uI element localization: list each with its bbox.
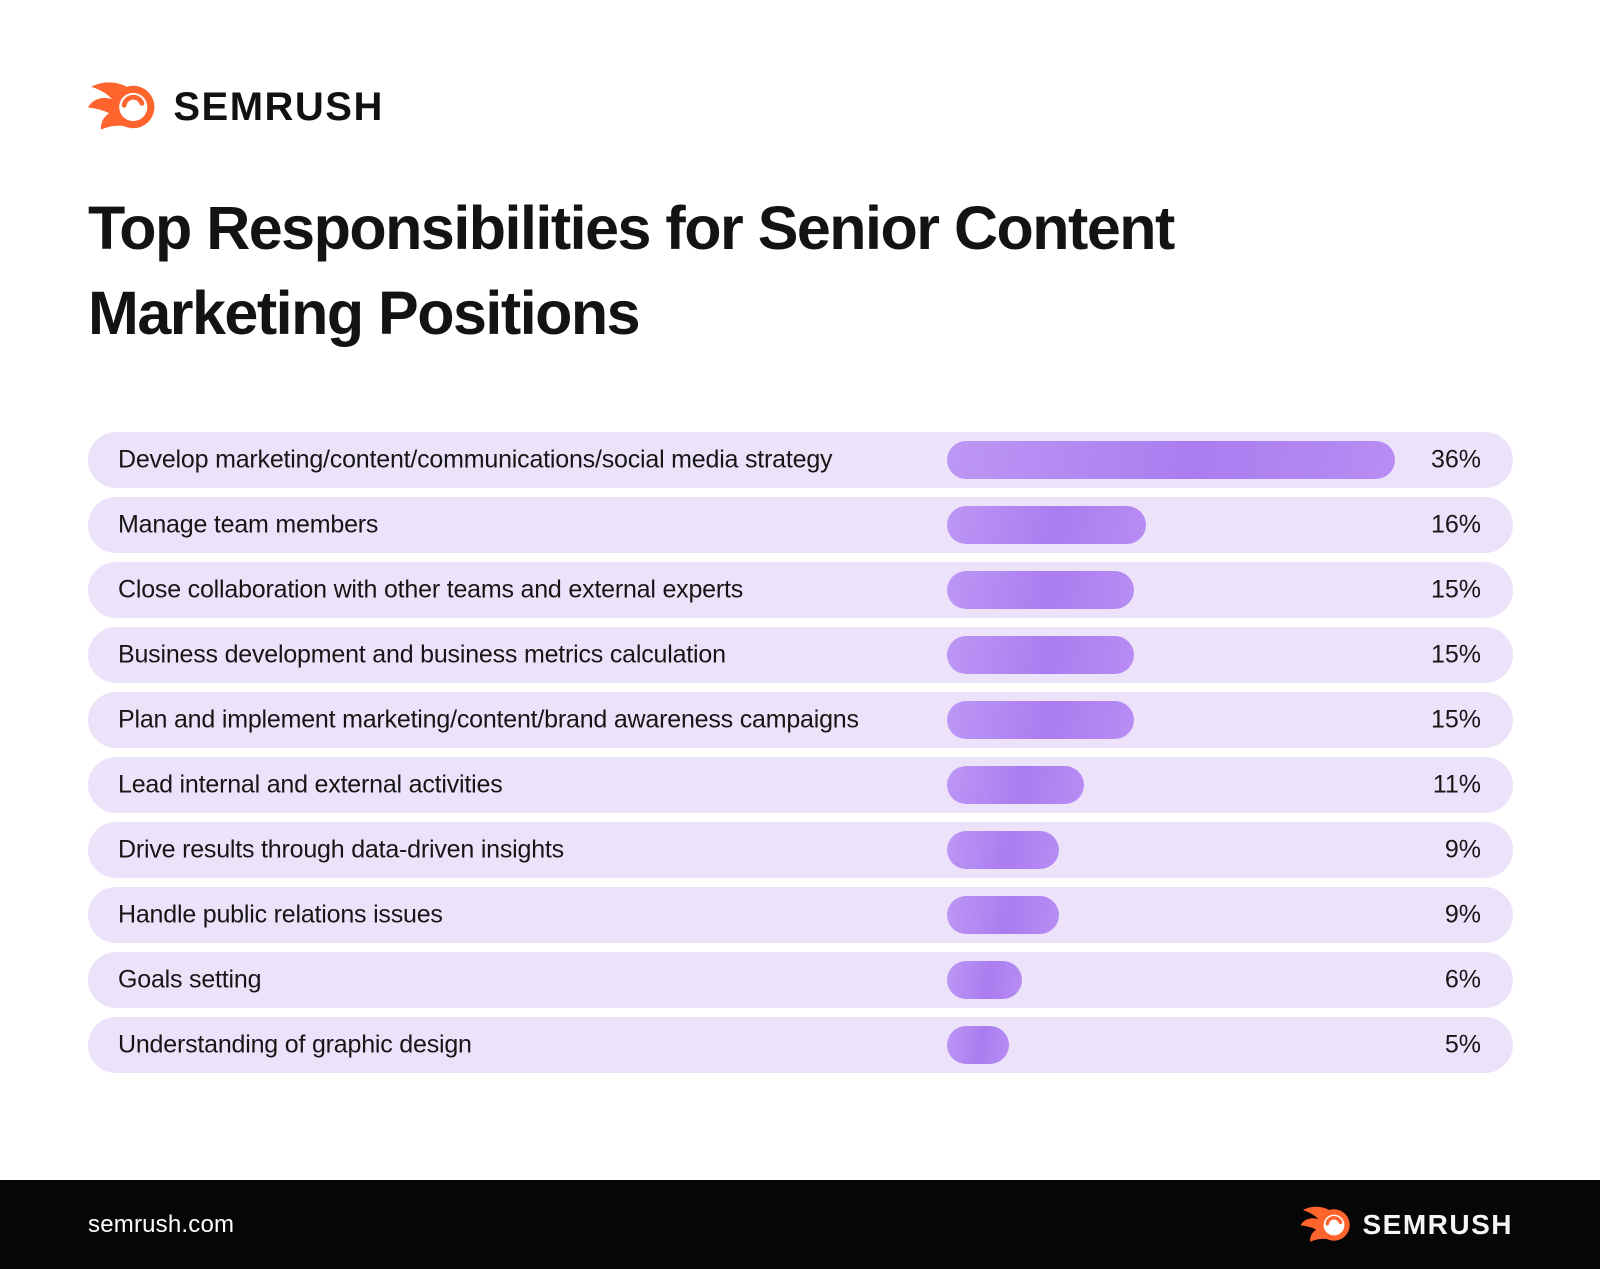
- footer-bar: semrush.com SEMRUSH: [0, 1180, 1600, 1269]
- bar-value: 11%: [1432, 770, 1481, 799]
- chart-row: Develop marketing/content/communications…: [88, 432, 1513, 488]
- chart-row: Lead internal and external activities 11…: [88, 757, 1513, 813]
- semrush-wordmark: SEMRUSH: [173, 84, 384, 129]
- semrush-logo: SEMRUSH: [86, 80, 384, 134]
- footer-semrush-wordmark: SEMRUSH: [1362, 1208, 1513, 1240]
- bar-fill: [947, 831, 1059, 869]
- bar-fill: [947, 961, 1022, 999]
- semrush-flame-icon: [1299, 1205, 1352, 1245]
- bar-value: 9%: [1444, 900, 1481, 929]
- chart-row: Goals setting 6%: [88, 952, 1513, 1008]
- page-title-line2: Marketing Positions: [88, 279, 641, 347]
- chart-row: Manage team members 16%: [88, 497, 1513, 553]
- bar-value: 15%: [1430, 640, 1481, 669]
- bar-label: Lead internal and external activities: [118, 770, 503, 799]
- bar-label: Close collaboration with other teams and…: [118, 575, 744, 604]
- bar-value: 5%: [1444, 1030, 1481, 1059]
- bar-fill: [947, 1026, 1009, 1064]
- bar-label: Business development and business metric…: [118, 640, 726, 669]
- semrush-flame-icon: [86, 80, 157, 134]
- bar-value: 15%: [1430, 705, 1481, 734]
- bar-label: Drive results through data-driven insigh…: [118, 835, 564, 864]
- bar-fill: [947, 506, 1146, 544]
- chart-row: Business development and business metric…: [88, 627, 1513, 683]
- bar-value: 36%: [1430, 445, 1481, 474]
- bar-fill: [947, 766, 1084, 804]
- bar-value: 16%: [1430, 510, 1481, 539]
- chart-row: Close collaboration with other teams and…: [88, 562, 1513, 618]
- chart-row: Plan and implement marketing/content/bra…: [88, 692, 1513, 748]
- page-title-line1: Top Responsibilities for Senior Content: [88, 194, 1175, 262]
- bar-label: Develop marketing/content/communications…: [118, 445, 833, 474]
- bar-value: 15%: [1430, 575, 1481, 604]
- bar-fill: [947, 701, 1134, 739]
- bar-chart: Develop marketing/content/communications…: [88, 432, 1513, 1082]
- bar-value: 9%: [1444, 835, 1481, 864]
- page-title: Top Responsibilities for Senior Content …: [88, 186, 1175, 356]
- bar-value: 6%: [1444, 965, 1481, 994]
- bar-fill: [947, 896, 1059, 934]
- bar-label: Manage team members: [118, 510, 379, 539]
- chart-row: Understanding of graphic design 5%: [88, 1017, 1513, 1073]
- bar-fill: [947, 441, 1395, 479]
- bar-fill: [947, 571, 1134, 609]
- bar-label: Goals setting: [118, 965, 262, 994]
- footer-semrush-logo: SEMRUSH: [1299, 1205, 1513, 1245]
- bar-fill: [947, 636, 1134, 674]
- bar-label: Handle public relations issues: [118, 900, 443, 929]
- chart-row: Handle public relations issues 9%: [88, 887, 1513, 943]
- bar-label: Understanding of graphic design: [118, 1030, 472, 1059]
- footer-site-url: semrush.com: [88, 1210, 235, 1238]
- chart-row: Drive results through data-driven insigh…: [88, 822, 1513, 878]
- bar-label: Plan and implement marketing/content/bra…: [118, 705, 859, 734]
